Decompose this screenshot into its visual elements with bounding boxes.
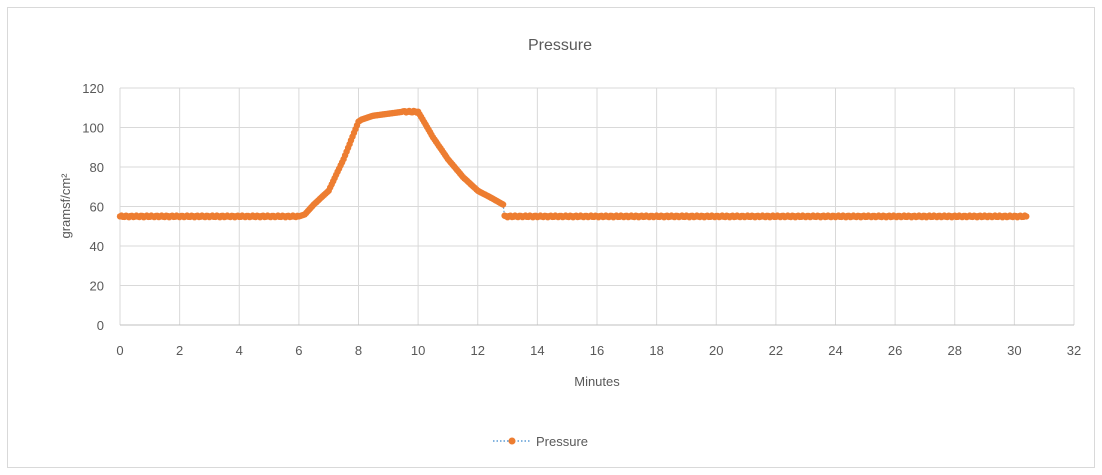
x-tick-label: 0 [116, 343, 123, 358]
y-tick-label: 60 [90, 200, 104, 215]
data-point [1023, 213, 1030, 220]
x-tick-label: 24 [828, 343, 842, 358]
x-tick-label: 10 [411, 343, 425, 358]
y-tick-label: 80 [90, 160, 104, 175]
x-tick-label: 32 [1067, 343, 1081, 358]
y-tick-label: 0 [97, 318, 104, 333]
x-tick-label: 30 [1007, 343, 1021, 358]
chart-title: Pressure [528, 37, 592, 54]
x-tick-label: 8 [355, 343, 362, 358]
x-tick-label: 16 [590, 343, 604, 358]
x-tick-label: 4 [236, 343, 243, 358]
x-tick-label: 12 [471, 343, 485, 358]
x-tick-label: 26 [888, 343, 902, 358]
y-tick-label: 40 [90, 239, 104, 254]
x-tick-label: 28 [948, 343, 962, 358]
y-tick-label: 100 [82, 121, 104, 136]
legend-marker [508, 437, 516, 445]
y-tick-label: 20 [90, 279, 104, 294]
x-tick-label: 2 [176, 343, 183, 358]
x-tick-label: 22 [769, 343, 783, 358]
gridlines [119, 87, 1075, 325]
chart-area [7, 7, 1095, 468]
data-point [499, 201, 507, 208]
legend: Pressure [493, 434, 588, 449]
series-pressure [116, 107, 1030, 221]
x-tick-label: 20 [709, 343, 723, 358]
x-tick-label: 6 [295, 343, 302, 358]
y-axis-title: gramsf/cm² [58, 173, 73, 239]
y-tick-label: 120 [82, 81, 104, 96]
legend-label-pressure: Pressure [536, 434, 588, 449]
x-tick-label: 18 [649, 343, 663, 358]
x-tick-label: 14 [530, 343, 544, 358]
x-axis-title: Minutes [574, 374, 620, 389]
